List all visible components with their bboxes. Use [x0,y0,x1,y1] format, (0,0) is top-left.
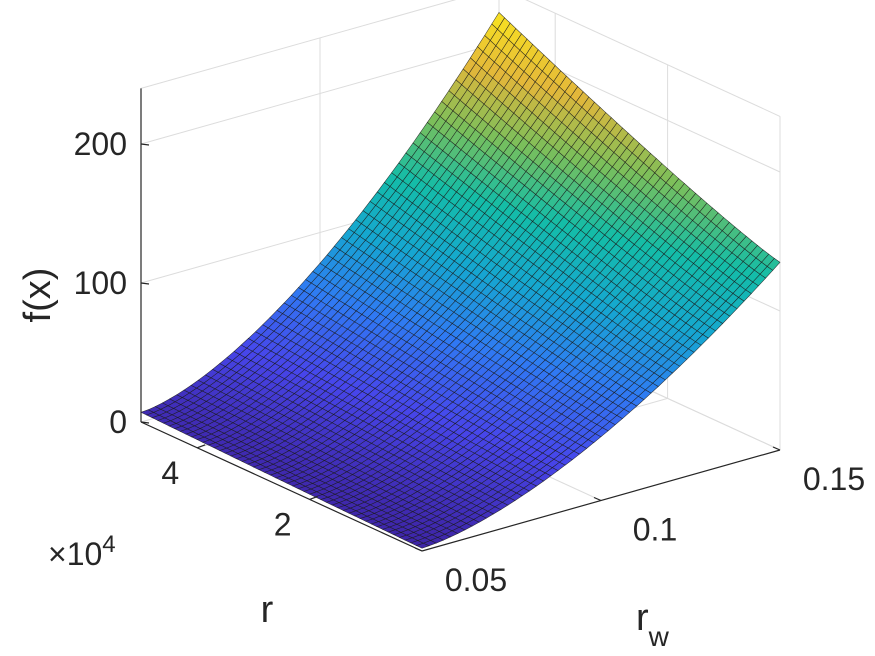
z-tick-mark [140,421,150,424]
y-tick-mark [309,495,318,500]
y-axis-label: r [261,589,274,631]
x-axis-label: rw [636,597,670,652]
x-tick-label: 0.15 [803,461,865,497]
y-tick-label: 2 [274,506,292,542]
z-tick-mark [140,143,150,146]
z-tick-mark [140,282,150,285]
surface [140,11,781,549]
y-exponent-label: ×104 [48,531,116,572]
x-tick-mark [593,496,602,502]
y-axis-line [140,421,423,552]
z-tick-label: 200 [74,126,127,162]
axes-frame [140,88,781,552]
grid-line [140,0,457,89]
y-ticks: 2 4 [161,455,291,543]
x-tick-label: 0.05 [445,562,507,598]
z-axis-label: f(x) [17,268,59,323]
x-ticks: 0.05 0.1 0.15 [445,461,865,598]
z-ticks: 0 100 200 [74,126,127,440]
x-tick-label: 0.1 [633,512,677,548]
z-tick-label: 0 [109,404,127,440]
grid-line [525,0,781,117]
z-tick-label: 100 [74,265,127,301]
y-tick-mark [196,444,206,449]
x-tick-mark [414,547,423,552]
y-tick-label: 4 [161,455,179,491]
x-tick-mark [772,446,781,451]
surface-patch [766,258,781,271]
